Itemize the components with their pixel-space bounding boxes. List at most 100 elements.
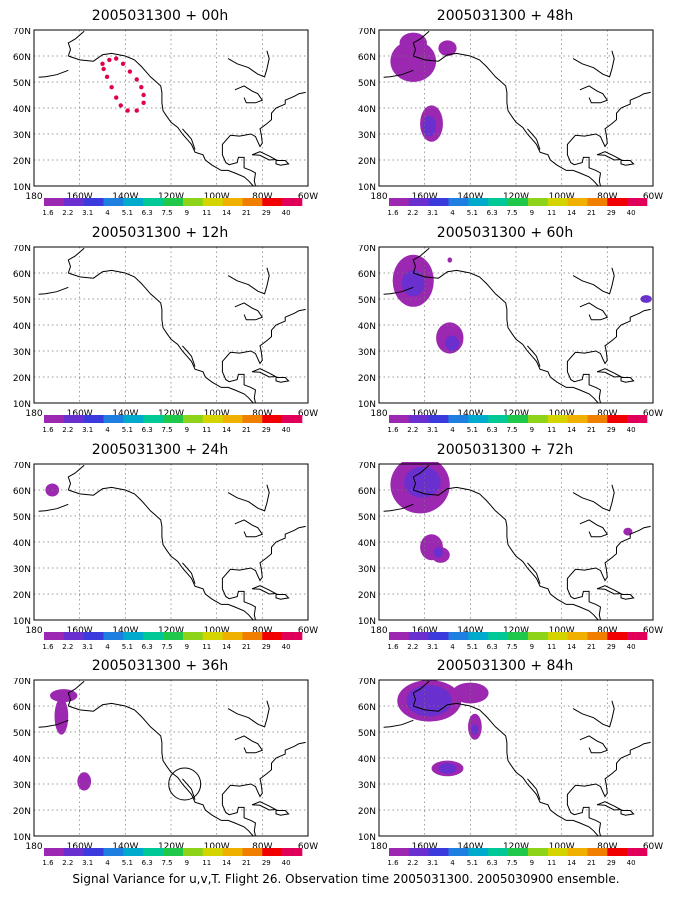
colorbar-swatch bbox=[567, 415, 588, 423]
coastline bbox=[221, 308, 306, 404]
colorbar-label: 2.2 bbox=[62, 426, 73, 434]
coastline bbox=[413, 52, 599, 187]
colorbar-swatch bbox=[262, 198, 283, 206]
observation-dot bbox=[100, 61, 105, 66]
map-frame bbox=[378, 679, 654, 837]
colorbar-label: 3.1 bbox=[427, 426, 438, 434]
colorbar-label: 40 bbox=[282, 859, 291, 867]
colorbar-swatch bbox=[222, 415, 243, 423]
colorbar-swatch bbox=[63, 848, 84, 856]
lat-tick-label: 60N bbox=[13, 703, 31, 713]
map-frame bbox=[33, 679, 309, 837]
island-outline bbox=[620, 810, 635, 816]
lat-tick-label: 60N bbox=[13, 487, 31, 497]
colorbar-swatch bbox=[202, 632, 223, 640]
coastline bbox=[383, 719, 414, 728]
lat-tick-label: 60N bbox=[358, 487, 376, 497]
coastline bbox=[572, 50, 615, 78]
colorbar-label: 21 bbox=[242, 209, 251, 217]
map-frame bbox=[33, 246, 309, 404]
colorbar-swatch bbox=[389, 848, 410, 856]
colorbar-label: 7.5 bbox=[161, 643, 172, 651]
colorbar-label: 1.6 bbox=[387, 643, 399, 651]
colorbar-label: 1.6 bbox=[42, 209, 54, 217]
coastline bbox=[227, 50, 270, 78]
observation-dot bbox=[139, 85, 144, 90]
coastline bbox=[234, 85, 264, 104]
coastline bbox=[68, 269, 254, 404]
colorbar-swatch bbox=[428, 198, 449, 206]
island-outline bbox=[596, 585, 623, 595]
lon-tick-label: 80W bbox=[252, 192, 272, 202]
coastline bbox=[221, 91, 306, 187]
colorbar-canvas: 1.6 2.2 3.1 4 5.1 6.3 7.5 9 11 14 21 29 40 bbox=[387, 415, 648, 434]
coastline bbox=[572, 700, 615, 728]
colorbar-swatch bbox=[83, 848, 104, 856]
colorbar-swatch bbox=[448, 848, 469, 856]
colorbar-label: 21 bbox=[587, 643, 596, 651]
coastline bbox=[234, 519, 264, 538]
colorbar-label: 6.3 bbox=[142, 859, 153, 867]
island-outline bbox=[596, 801, 623, 811]
colorbar-label: 3.1 bbox=[427, 643, 438, 651]
lat-tick-label: 20N bbox=[358, 157, 376, 167]
coastline bbox=[67, 30, 85, 57]
colorbar-canvas: 1.6 2.2 3.1 4 5.1 6.3 7.5 9 11 14 21 29 40 bbox=[387, 198, 648, 217]
map-frame bbox=[33, 29, 309, 187]
colorbar-swatch bbox=[508, 848, 529, 856]
lon-tick-label: 160W bbox=[412, 626, 438, 636]
lat-tick-label: 50N bbox=[13, 513, 31, 523]
colorbar-label: 29 bbox=[262, 643, 271, 651]
colorbar-swatch bbox=[488, 198, 509, 206]
lon-tick-label: 80W bbox=[597, 626, 617, 636]
colorbar-label: 29 bbox=[607, 643, 616, 651]
colorbar-swatch bbox=[607, 632, 628, 640]
colorbar-swatch bbox=[408, 632, 429, 640]
lat-tick-label: 30N bbox=[358, 565, 376, 575]
colorbar-label: 3.1 bbox=[427, 859, 438, 867]
coastline bbox=[579, 735, 609, 754]
lat-tick-label: 20N bbox=[358, 591, 376, 601]
colorbar-label: 6.3 bbox=[487, 426, 498, 434]
coastline bbox=[413, 269, 599, 404]
variance-contour bbox=[438, 763, 457, 774]
lon-tick-label: 100W bbox=[549, 192, 575, 202]
colorbar-swatch bbox=[63, 198, 84, 206]
colorbar-swatch bbox=[123, 198, 144, 206]
map-frame bbox=[378, 246, 654, 404]
lon-tick-label: 100W bbox=[549, 842, 575, 852]
variance-contour bbox=[623, 527, 633, 536]
coastline bbox=[38, 503, 69, 512]
coastline bbox=[572, 484, 615, 512]
colorbar-swatch bbox=[44, 848, 65, 856]
colorbar-00h: 1.6 2.2 3.1 4 5.1 6.3 7.5 9 11 14 21 29 40 bbox=[40, 198, 360, 226]
colorbar-label: 6.3 bbox=[142, 426, 153, 434]
colorbar-label: 11 bbox=[202, 209, 211, 217]
lat-tick-label: 70N bbox=[13, 678, 31, 687]
lat-tick-label: 60N bbox=[358, 703, 376, 713]
lat-tick-label: 50N bbox=[13, 79, 31, 89]
colorbar-label: 29 bbox=[607, 426, 616, 434]
map-72h: 70N 60N 50N 40N 30N 20N 10N 180 160W 140W 120W 100W… bbox=[355, 462, 675, 652]
variance-contour bbox=[438, 40, 457, 56]
colorbar-swatch bbox=[389, 198, 410, 206]
lon-tick-label: 180 bbox=[25, 842, 42, 852]
colorbar-60h: 1.6 2.2 3.1 4 5.1 6.3 7.5 9 11 14 21 29 40 bbox=[385, 415, 692, 443]
lon-tick-label: 60W bbox=[643, 842, 663, 852]
lat-tick-label: 70N bbox=[358, 678, 376, 687]
lat-tick-label: 10N bbox=[13, 833, 31, 843]
lon-tick-label: 140W bbox=[112, 626, 138, 636]
map-60h: 70N 60N 50N 40N 30N 20N 10N 180 160W 140W 120W 100W… bbox=[355, 245, 675, 435]
lon-tick-label: 120W bbox=[158, 626, 184, 636]
coastline bbox=[527, 562, 541, 584]
variance-contour bbox=[77, 772, 92, 791]
lon-tick-label: 140W bbox=[112, 842, 138, 852]
colorbar-label: 14 bbox=[222, 426, 231, 434]
lat-tick-label: 10N bbox=[358, 183, 376, 193]
coastline bbox=[68, 702, 254, 837]
